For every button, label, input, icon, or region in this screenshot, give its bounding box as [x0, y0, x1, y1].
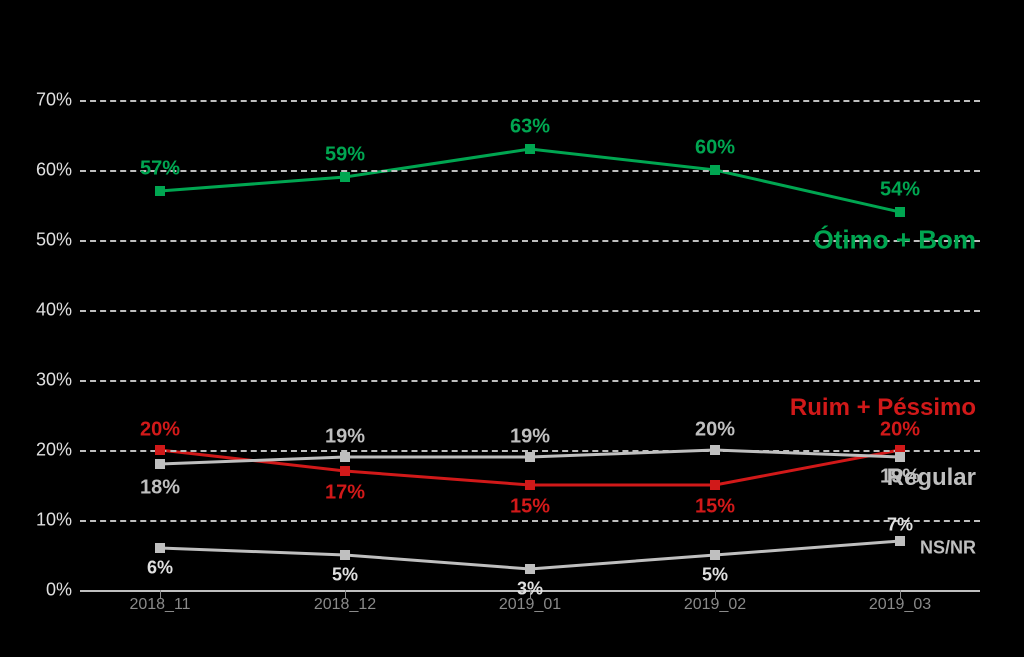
- data-point: [710, 550, 720, 560]
- data-label: 3%: [517, 579, 543, 600]
- data-point: [525, 480, 535, 490]
- data-label: 19%: [510, 426, 550, 449]
- series-name-otimo_bom: Ótimo + Bom: [813, 225, 976, 256]
- series-name-regular: Regular: [887, 464, 976, 492]
- data-label: 18%: [140, 477, 180, 500]
- data-point: [525, 144, 535, 154]
- grid-line: [80, 100, 980, 102]
- x-axis-label: 2019_03: [869, 590, 931, 614]
- series-name-ns_nr: NS/NR: [920, 538, 976, 559]
- data-label: 54%: [880, 179, 920, 202]
- grid-line: [80, 170, 980, 172]
- data-point: [340, 550, 350, 560]
- data-point: [155, 459, 165, 469]
- y-axis-label: 60%: [36, 160, 80, 181]
- y-axis-label: 20%: [36, 440, 80, 461]
- data-point: [710, 165, 720, 175]
- y-axis-label: 40%: [36, 300, 80, 321]
- data-label: 15%: [510, 496, 550, 519]
- data-point: [895, 452, 905, 462]
- data-point: [155, 445, 165, 455]
- data-label: 17%: [325, 482, 365, 505]
- data-label: 63%: [510, 116, 550, 139]
- data-point: [155, 543, 165, 553]
- line-chart: 0% 10% 20% 30% 40% 50% 60% 70% 2018_11 2018_12 201…: [0, 0, 1024, 657]
- data-point: [895, 207, 905, 217]
- data-point: [525, 564, 535, 574]
- data-label: 5%: [702, 565, 728, 586]
- x-axis-label: 2018_12: [314, 590, 376, 614]
- data-point: [155, 186, 165, 196]
- data-label: 59%: [325, 144, 365, 167]
- series-line-otimo_bom: [160, 149, 900, 212]
- x-axis-label: 2018_11: [129, 590, 190, 614]
- grid-line: [80, 380, 980, 382]
- y-axis-label: 30%: [36, 370, 80, 391]
- data-point: [340, 172, 350, 182]
- series-name-ruim_pessimo: Ruim + Péssimo: [790, 394, 976, 422]
- y-axis-label: 70%: [36, 90, 80, 111]
- data-point: [340, 466, 350, 476]
- y-axis-label: 0%: [46, 580, 80, 601]
- data-point: [525, 452, 535, 462]
- data-point: [895, 536, 905, 546]
- data-point: [710, 445, 720, 455]
- data-point: [340, 452, 350, 462]
- data-label: 7%: [887, 515, 913, 536]
- data-point: [710, 480, 720, 490]
- data-label: 20%: [140, 419, 180, 442]
- data-label: 15%: [695, 496, 735, 519]
- y-axis-label: 10%: [36, 510, 80, 531]
- y-axis-label: 50%: [36, 230, 80, 251]
- grid-line: [80, 520, 980, 522]
- data-label: 19%: [325, 426, 365, 449]
- plot-area: 0%10%20%30%40%50%60%70%2018_112018_12201…: [80, 100, 980, 590]
- data-label: 5%: [332, 565, 358, 586]
- data-label: 57%: [140, 158, 180, 181]
- data-label: 6%: [147, 558, 173, 579]
- data-label: 20%: [695, 419, 735, 442]
- x-axis-label: 2019_02: [684, 590, 746, 614]
- data-label: 60%: [695, 137, 735, 160]
- grid-line: [80, 310, 980, 312]
